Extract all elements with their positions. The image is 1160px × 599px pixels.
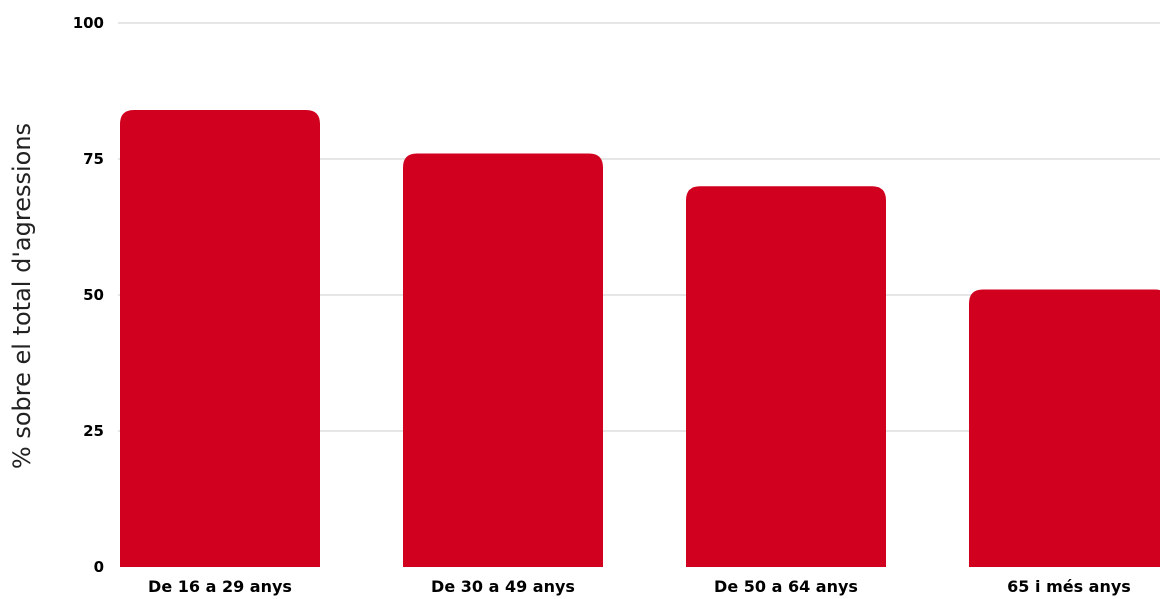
bar-4 [969, 289, 1160, 567]
bar-1 [120, 110, 320, 567]
y-axis-label: % sobre el total d'agressions [8, 123, 36, 469]
bars [120, 110, 1160, 567]
x-category-label: De 16 a 29 anys [148, 577, 292, 596]
y-tick-label: 0 [94, 558, 104, 576]
x-category-label: De 30 a 49 anys [431, 577, 575, 596]
y-tick-label: 25 [83, 422, 104, 440]
x-category-label: De 50 a 64 anys [714, 577, 858, 596]
y-tick-label: 100 [73, 14, 104, 32]
y-tick-label: 50 [83, 286, 104, 304]
bar-2 [403, 153, 603, 567]
y-tick-label: 75 [83, 150, 104, 168]
y-axis-ticks: 0 25 50 75 100 [73, 14, 104, 576]
bar-3 [686, 186, 886, 567]
x-category-label: 65 i més anys [1007, 577, 1131, 596]
x-axis-categories: De 16 a 29 anys De 30 a 49 anys De 50 a 64… [148, 577, 1131, 596]
